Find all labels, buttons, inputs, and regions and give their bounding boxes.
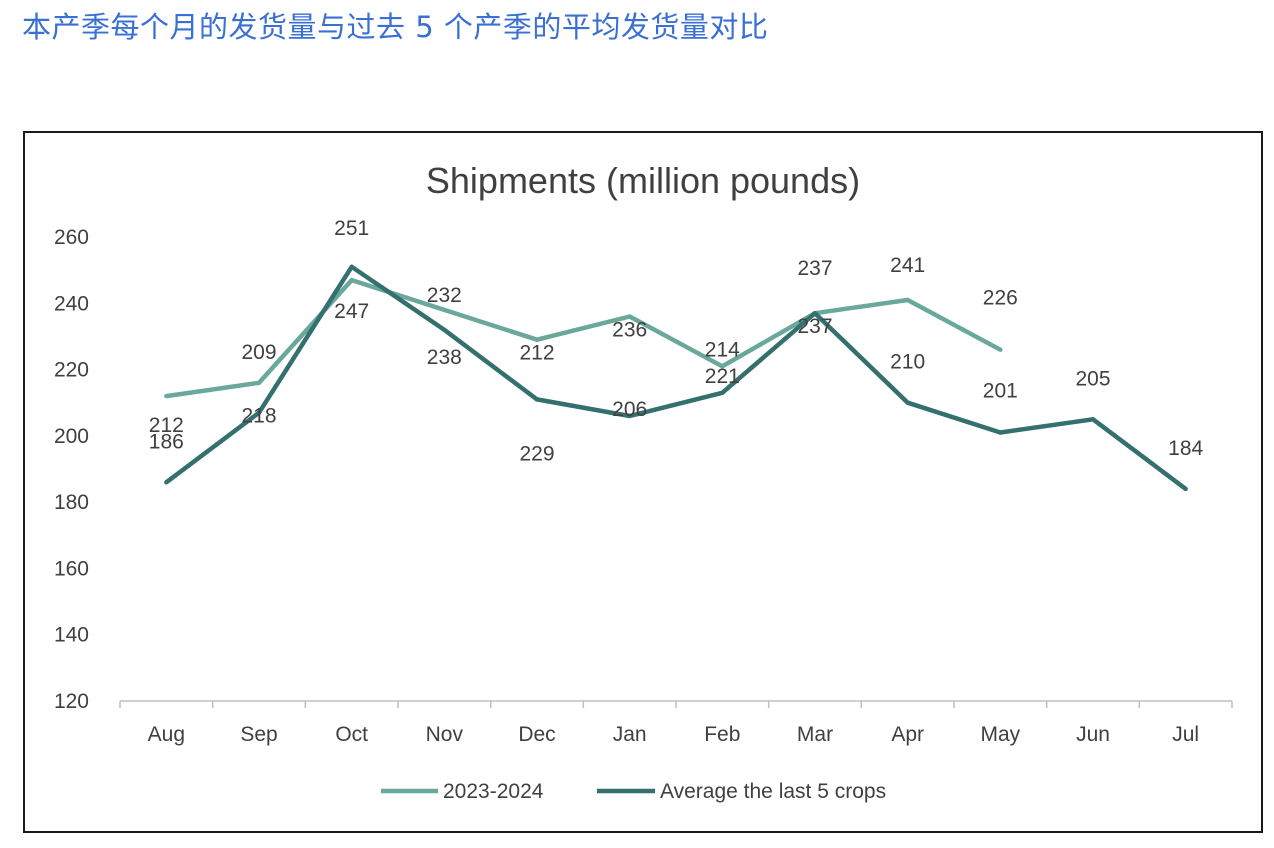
data-point bbox=[905, 297, 910, 303]
series-line-2023-2024 bbox=[165, 277, 1002, 399]
data-label: 238 bbox=[427, 346, 462, 369]
data-label: 221 bbox=[705, 365, 740, 388]
y-tick-label: 140 bbox=[54, 624, 89, 647]
chart-frame: Shipments (million pounds) Aug Sep Oct Nov D… bbox=[23, 131, 1263, 833]
data-point bbox=[349, 264, 354, 270]
legend-label: 2023-2024 bbox=[443, 780, 544, 803]
y-tick-label: 220 bbox=[54, 359, 89, 382]
data-point bbox=[998, 347, 1003, 352]
data-label: 226 bbox=[983, 287, 1018, 310]
data-label: 214 bbox=[705, 338, 740, 361]
data-label: 241 bbox=[890, 254, 925, 277]
data-label: 209 bbox=[241, 341, 276, 364]
y-tick-label: 120 bbox=[54, 690, 89, 713]
y-tick-label: 200 bbox=[54, 425, 89, 448]
data-label: 237 bbox=[797, 257, 832, 280]
data-point bbox=[256, 410, 262, 415]
data-point bbox=[905, 400, 910, 405]
data-label: 206 bbox=[612, 398, 647, 421]
data-point bbox=[442, 327, 447, 332]
x-tick-label: Jun bbox=[1076, 723, 1110, 746]
data-point bbox=[627, 314, 632, 319]
chart-title: Shipments (million pounds) bbox=[426, 160, 860, 201]
y-tick-label: 180 bbox=[54, 491, 89, 514]
data-label: 218 bbox=[241, 405, 276, 428]
y-tick-label: 160 bbox=[54, 557, 89, 580]
x-tick-label: Jul bbox=[1172, 723, 1199, 746]
data-point bbox=[164, 480, 169, 485]
x-tick-label: Feb bbox=[704, 723, 740, 746]
x-tick-label: Apr bbox=[891, 723, 924, 746]
data-point bbox=[442, 307, 447, 313]
data-point bbox=[1090, 417, 1096, 422]
data-label: 184 bbox=[1168, 437, 1203, 460]
x-tick-label: Mar bbox=[797, 723, 833, 746]
x-tick-label: Dec bbox=[518, 723, 555, 746]
data-label: 212 bbox=[519, 342, 554, 365]
legend-label: Average the last 5 crops bbox=[660, 780, 886, 803]
data-point bbox=[627, 413, 632, 419]
data-label: 229 bbox=[519, 442, 554, 465]
data-label: 212 bbox=[149, 414, 184, 437]
data-label: 237 bbox=[797, 315, 832, 338]
data-point bbox=[349, 277, 354, 283]
y-tick-label: 260 bbox=[54, 226, 89, 249]
page-heading: 本产季每个月的发货量与过去 5 个产季的平均发货量对比 bbox=[22, 10, 769, 44]
data-point bbox=[1183, 486, 1188, 492]
data-label: 236 bbox=[612, 319, 647, 342]
series-line-average-5-crops bbox=[164, 264, 1188, 491]
data-point bbox=[534, 337, 540, 342]
data-label: 232 bbox=[427, 284, 462, 307]
data-label: 186 bbox=[149, 430, 184, 453]
x-tick-label: Nov bbox=[426, 723, 464, 746]
data-label: 210 bbox=[890, 351, 925, 374]
x-tick-label: Oct bbox=[335, 723, 368, 746]
data-point bbox=[534, 397, 540, 402]
data-point bbox=[812, 311, 818, 316]
x-tick-label: Jan bbox=[613, 723, 647, 746]
data-point bbox=[720, 364, 725, 369]
data-point bbox=[164, 393, 169, 399]
data-label: 201 bbox=[983, 380, 1018, 403]
x-tick-label: Aug bbox=[148, 723, 185, 746]
data-label: 205 bbox=[1075, 367, 1110, 390]
x-tick-label: May bbox=[980, 723, 1020, 746]
data-label: 247 bbox=[334, 300, 369, 323]
data-point bbox=[998, 430, 1003, 435]
x-tick-label: Sep bbox=[240, 723, 277, 746]
shipments-line-chart: Shipments (million pounds) Aug Sep Oct Nov D… bbox=[54, 160, 1233, 803]
data-label: 251 bbox=[334, 217, 369, 240]
data-point bbox=[720, 390, 725, 395]
y-tick-label: 240 bbox=[54, 292, 89, 315]
data-point bbox=[256, 380, 262, 386]
